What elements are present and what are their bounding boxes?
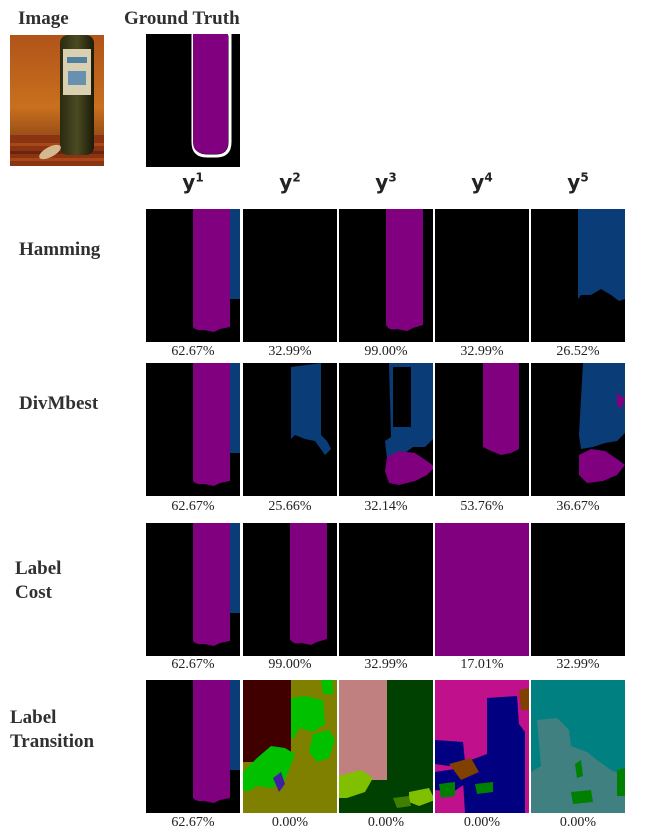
mask-divmbest-y1: [146, 363, 240, 496]
mask-hamming-y2: [243, 209, 337, 342]
mask-divmbest-y2: [243, 363, 337, 496]
score-hamming-y1: 62.67%: [171, 344, 215, 359]
mask-label-cost-y2: [243, 523, 337, 656]
score-hamming-y2: 32.99%: [268, 344, 312, 359]
score-divmbest-y2: 25.66%: [268, 499, 312, 514]
input-photo: [10, 35, 104, 166]
mask-hamming-y4: [435, 209, 529, 342]
column-header-y2: y2: [279, 170, 301, 194]
score-label-transition-y3: 0.00%: [367, 815, 405, 830]
score-hamming-y4: 32.99%: [460, 344, 504, 359]
mask-divmbest-y3: [339, 363, 433, 496]
score-divmbest-y4: 53.76%: [460, 499, 504, 514]
mask-divmbest-y5: [531, 363, 625, 496]
score-hamming-y5: 26.52%: [556, 344, 600, 359]
score-label-cost-y3: 32.99%: [364, 657, 408, 672]
mask-label-cost-y3: [339, 523, 433, 656]
mask-divmbest-y4: [435, 363, 529, 496]
mask-label-cost-y4: [435, 523, 529, 656]
score-label-transition-y4: 0.00%: [463, 815, 501, 830]
score-label-transition-y1: 62.67%: [171, 815, 215, 830]
mask-label-transition-y1: [146, 680, 240, 813]
mask-label-transition-y5: [531, 680, 625, 813]
row-label-label-transition: Label Transition: [10, 707, 95, 752]
mask-hamming-y1: [146, 209, 240, 342]
score-label-cost-y2: 99.00%: [268, 657, 312, 672]
mask-hamming-y3: [339, 209, 433, 342]
score-label-cost-y4: 17.01%: [460, 657, 504, 672]
score-label-transition-y2: 0.00%: [271, 815, 309, 830]
score-label-cost-y1: 62.67%: [171, 657, 215, 672]
score-divmbest-y1: 62.67%: [171, 499, 215, 514]
score-label-transition-y5: 0.00%: [559, 815, 597, 830]
column-header-y4: y4: [471, 170, 493, 194]
mask-label-transition-y2: [243, 680, 337, 813]
ground-truth-header: Ground Truth: [124, 8, 240, 29]
column-header-y1: y1: [182, 170, 204, 194]
mask-label-cost-y5: [531, 523, 625, 656]
column-header-y3: y3: [375, 170, 397, 194]
column-header-y5: y5: [567, 170, 589, 194]
mask-label-cost-y1: [146, 523, 240, 656]
mask-hamming-y5: [531, 209, 625, 342]
score-label-cost-y5: 32.99%: [556, 657, 600, 672]
score-divmbest-y3: 32.14%: [364, 499, 408, 514]
score-divmbest-y5: 36.67%: [556, 499, 600, 514]
mask-label-transition-y4: [435, 680, 529, 813]
row-label-hamming: Hamming: [19, 239, 101, 260]
mask-label-transition-y3: [339, 680, 433, 813]
row-label-label-cost: Label Cost: [15, 558, 62, 603]
image-header: Image: [18, 8, 69, 29]
ground-truth-mask: [146, 34, 240, 167]
row-label-divmbest: DivMbest: [19, 393, 99, 414]
score-hamming-y3: 99.00%: [364, 344, 408, 359]
